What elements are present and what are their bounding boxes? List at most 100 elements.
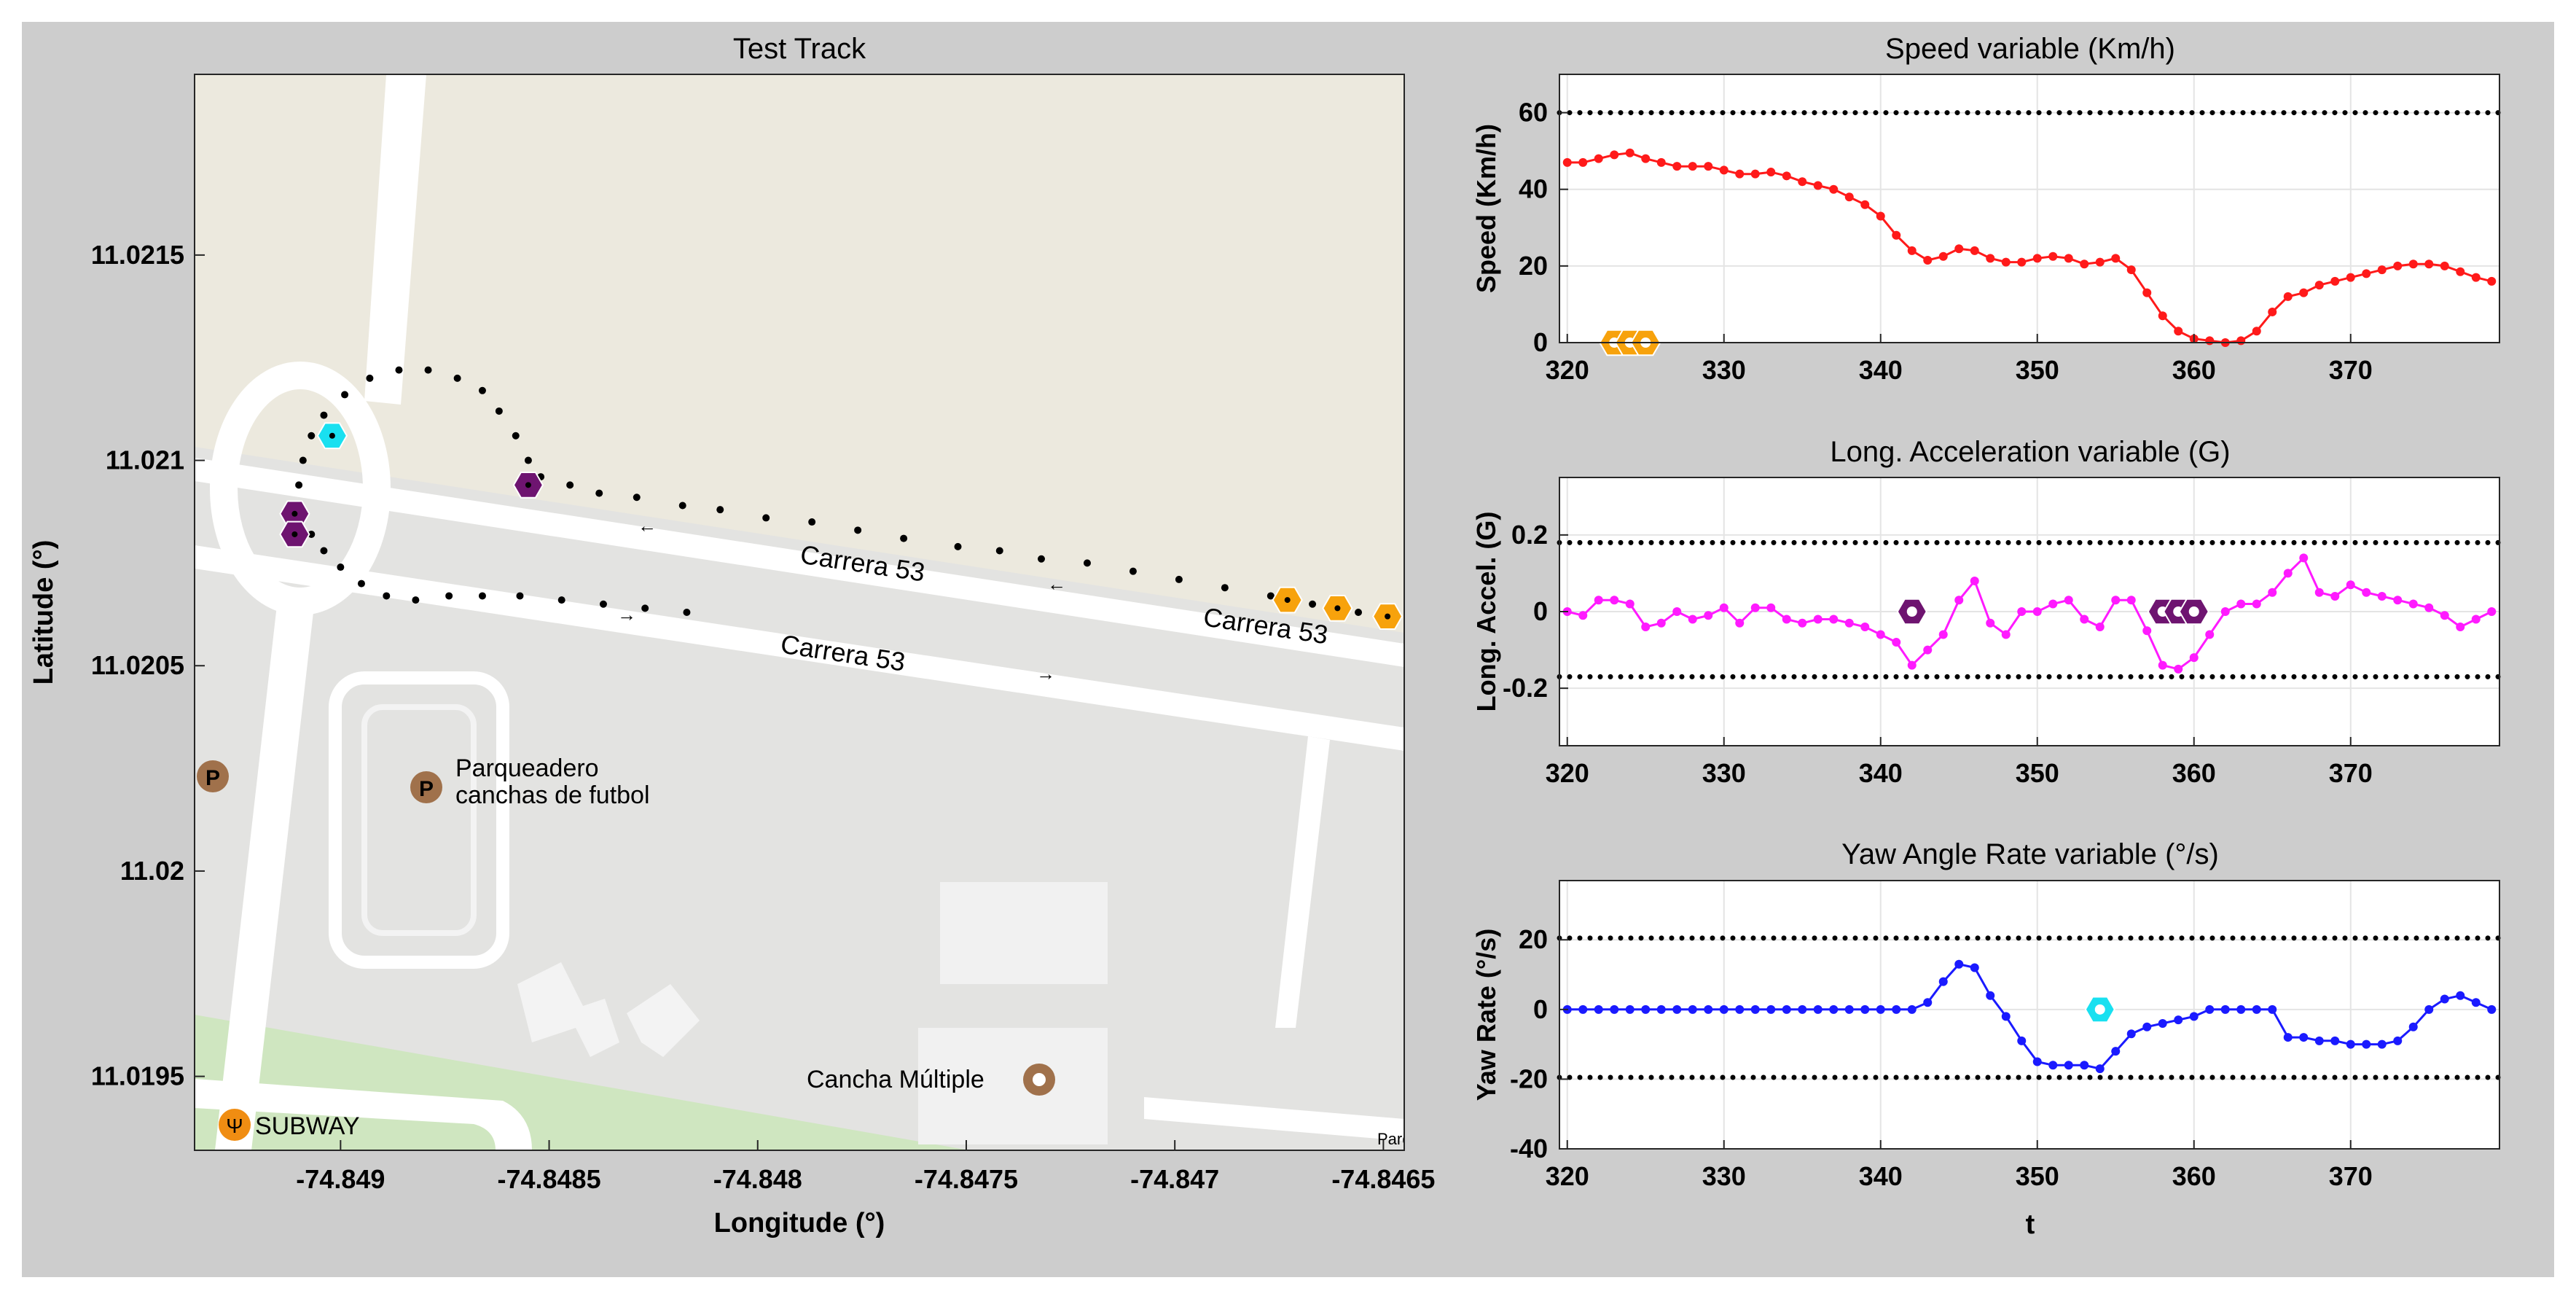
yaw-point (1656, 1005, 1666, 1014)
yaw-point (1782, 1005, 1791, 1014)
yaw-point (2346, 1039, 2355, 1049)
yaw-point (2001, 1012, 2011, 1021)
road-bottom-right (1144, 1097, 1404, 1141)
road-side (1275, 736, 1330, 1028)
building (940, 882, 1108, 984)
sports-poi: Cancha Múltiple (807, 1064, 1055, 1096)
yaw-point (2377, 1039, 2387, 1049)
yaw-point (2111, 1047, 2121, 1056)
track-point (599, 600, 607, 608)
track-point (1038, 555, 1045, 563)
track-point (495, 407, 503, 415)
speed-point (2330, 276, 2340, 286)
yaw-point (1625, 1005, 1635, 1014)
speed-point (2017, 257, 2027, 267)
speed-ylabel: Speed (Km/h) (1471, 124, 1501, 293)
speed-xtick-label: 370 (2329, 355, 2373, 385)
yaw-point (1798, 1005, 1807, 1014)
track-point (395, 366, 403, 374)
parking-poi-2: P (197, 760, 229, 792)
accel-point (1970, 576, 1979, 585)
track-point (295, 481, 303, 489)
yaw-ytick-label: -40 (1510, 1134, 1548, 1163)
speed-point (2408, 260, 2418, 269)
yaw-point (2471, 998, 2481, 1007)
yaw-point (1844, 1005, 1854, 1014)
speed-point (2456, 267, 2465, 276)
accel-point (1892, 638, 1901, 647)
accel-point (1860, 623, 1870, 632)
track-point (320, 411, 328, 419)
track-point (516, 592, 524, 600)
parking-icon (197, 760, 229, 792)
speed-point (2064, 254, 2073, 263)
track-marker-center (1284, 597, 1291, 604)
track-point (566, 481, 574, 489)
speed-point (2299, 288, 2309, 297)
yaw-point (2456, 991, 2465, 1000)
track-point (995, 547, 1003, 555)
basemap: ← ← → → Carrera 53 Carrera 53 Carrera 53… (195, 74, 1404, 1150)
map-ytick-label: 11.0195 (91, 1061, 184, 1091)
accel-point (1735, 618, 1745, 628)
track-marker-center (329, 432, 335, 439)
track-point (900, 534, 908, 542)
accel-xtick-label: 340 (1859, 758, 1903, 788)
accel-xtick-label: 330 (1702, 758, 1746, 788)
figure: Test Track ← ← → → (22, 22, 2554, 1277)
building (517, 962, 619, 1057)
track-point (633, 494, 641, 502)
speed-ytick-label: 20 (1519, 251, 1548, 281)
speed-point (1656, 157, 1666, 167)
map-land-north (195, 74, 1404, 633)
speed-point (2095, 257, 2105, 267)
speed-point (1766, 168, 1776, 177)
yaw-point (1610, 1005, 1619, 1014)
road-lower (195, 545, 1404, 751)
poi-label-restaurant: SUBWAY (255, 1112, 360, 1140)
yaw-point (2064, 1061, 2073, 1070)
poi-label-parking-2: canchas de futbol (455, 781, 650, 809)
yaw-point (1876, 1005, 1885, 1014)
speed-point (1594, 154, 1603, 163)
accel-marker-center (1906, 606, 1917, 617)
yaw-xtick-label: 320 (1546, 1161, 1589, 1191)
accel-point (1610, 596, 1619, 605)
speed-point (2111, 254, 2121, 263)
speed-point (2032, 254, 2042, 263)
speed-point (2080, 260, 2089, 269)
track-point (337, 563, 345, 572)
speed-point (1923, 255, 1933, 265)
parking-lot (329, 671, 509, 969)
track-point (478, 592, 486, 600)
yaw-point (1766, 1005, 1776, 1014)
accel-point (2236, 599, 2246, 609)
accel-point (2064, 596, 2073, 605)
accel-point (1844, 618, 1854, 628)
yaw-point (2017, 1036, 2027, 1045)
track-marker-center (525, 482, 531, 488)
speed-point (2001, 257, 2011, 267)
accel-point (2048, 599, 2058, 609)
yaw-xtick-label: 340 (1859, 1161, 1903, 1191)
track-point (1267, 592, 1275, 600)
accel-series (1562, 553, 2497, 674)
poi-label-sports: Cancha Múltiple (807, 1066, 984, 1093)
yaw-point (2032, 1057, 2042, 1066)
track-point (1083, 559, 1091, 567)
speed-point (1986, 254, 1995, 263)
accel-point (2001, 630, 2011, 639)
speed-point (1719, 165, 1729, 175)
track-marker-center (291, 510, 298, 517)
speed-xtick-label: 320 (1546, 355, 1589, 385)
parking-icon-glyph: P (419, 777, 434, 801)
yaw-point (2080, 1061, 2089, 1070)
yaw-point (1860, 1005, 1870, 1014)
accel-point (2126, 596, 2136, 605)
parking-poi: P Parqueadero canchas de futbol (410, 754, 650, 809)
speed-point (2205, 336, 2215, 346)
speed-point (2174, 327, 2183, 336)
road-arrow: → (1036, 663, 1055, 684)
speed-point (2142, 288, 2152, 297)
accel-point (2346, 580, 2355, 590)
